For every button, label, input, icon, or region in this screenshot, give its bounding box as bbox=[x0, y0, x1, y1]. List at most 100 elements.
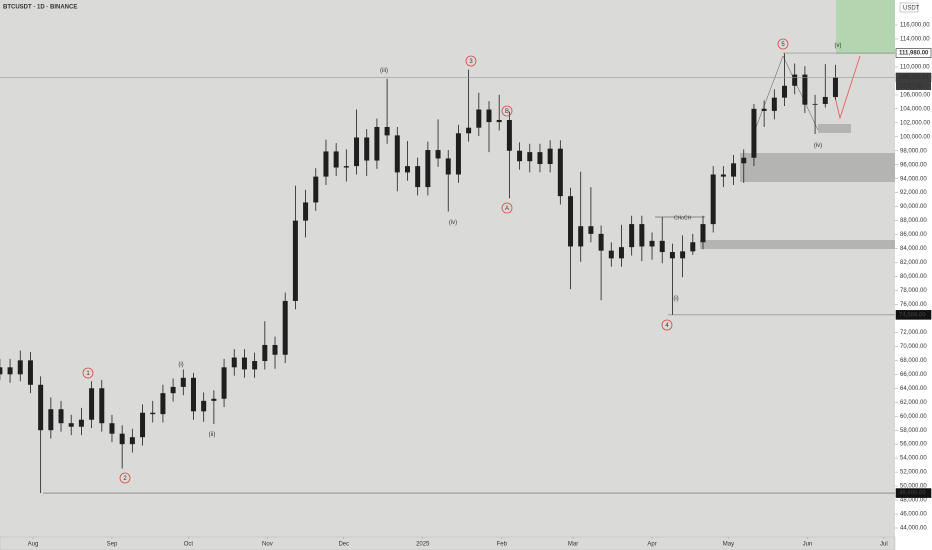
wave-label: (i) bbox=[673, 296, 678, 302]
y-tick-label: 106,000.00 bbox=[900, 92, 931, 98]
chart-title: BTCUSDT · 1D · BINANCE bbox=[3, 5, 77, 11]
candle-body bbox=[7, 367, 13, 375]
wave-label: B bbox=[505, 109, 509, 115]
y-tick-label: 66,000.00 bbox=[900, 372, 927, 378]
candle-body bbox=[425, 150, 431, 188]
price-label: 108,488.01 bbox=[899, 75, 930, 81]
candle-body bbox=[710, 174, 716, 225]
wave-label: (v) bbox=[835, 43, 842, 49]
wave-label: (iv) bbox=[814, 143, 822, 149]
y-tick-label: 48,000.00 bbox=[900, 498, 927, 504]
candle-body bbox=[822, 96, 828, 104]
wave-circle bbox=[119, 472, 131, 484]
y-tick-label: 56,000.00 bbox=[900, 442, 927, 448]
candle-body bbox=[557, 148, 563, 197]
y-tick-label: 102,000.00 bbox=[900, 120, 931, 126]
wave-label: 1 bbox=[86, 371, 90, 377]
wave-circle bbox=[661, 319, 673, 331]
candle-body bbox=[160, 393, 166, 415]
candle-body bbox=[140, 412, 146, 438]
candle-body bbox=[282, 300, 288, 355]
candle-body bbox=[731, 163, 737, 177]
candle-body bbox=[588, 226, 594, 234]
wave-label: 2 bbox=[123, 476, 127, 482]
y-tick-label: 72,000.00 bbox=[900, 330, 927, 336]
candle-body bbox=[27, 360, 33, 385]
candle-body bbox=[272, 344, 278, 355]
y-tick-label: 90,000.00 bbox=[900, 204, 927, 210]
candle-body bbox=[252, 361, 258, 370]
countdown: 22:37:36 bbox=[899, 84, 923, 90]
wave-circle bbox=[82, 367, 94, 379]
candle-body bbox=[303, 202, 309, 221]
wave-label: 4 bbox=[665, 323, 669, 329]
wave-label: (i) bbox=[178, 362, 183, 368]
candle-body bbox=[547, 148, 553, 165]
y-tick-label: 50,000.00 bbox=[900, 484, 927, 490]
wave-label: (ii) bbox=[209, 432, 216, 438]
candle-body bbox=[17, 360, 23, 375]
wave-circle bbox=[501, 105, 513, 117]
candle-body bbox=[659, 240, 665, 253]
candle-body bbox=[466, 127, 472, 134]
y-tick-label: 76,000.00 bbox=[900, 302, 927, 308]
y-tick-label: 88,000.00 bbox=[900, 218, 927, 224]
candle-body bbox=[445, 158, 451, 175]
candle-body bbox=[58, 409, 64, 424]
candle-body bbox=[537, 152, 543, 165]
y-tick-label: 68,000.00 bbox=[900, 358, 927, 364]
y-tick-label: 64,000.00 bbox=[900, 386, 927, 392]
y-tick-label: 94,000.00 bbox=[900, 176, 927, 182]
candle-body bbox=[343, 166, 349, 168]
wave-label: (iv) bbox=[449, 220, 457, 226]
candle-body bbox=[241, 357, 247, 370]
wave-circle bbox=[501, 202, 513, 214]
y-tick-label: 70,000.00 bbox=[900, 344, 927, 350]
candle-body bbox=[669, 252, 675, 259]
candle-body bbox=[629, 224, 635, 248]
candle-body bbox=[832, 77, 838, 97]
choch-label: CHoCH bbox=[674, 215, 692, 221]
candle-body bbox=[0, 367, 3, 375]
candle-body bbox=[741, 157, 747, 164]
candle-body bbox=[435, 150, 441, 159]
price-label-box bbox=[895, 310, 932, 320]
candle-body bbox=[404, 166, 410, 173]
candle-body bbox=[578, 226, 584, 247]
candle-body bbox=[211, 398, 217, 401]
price-label-box bbox=[895, 48, 932, 58]
candle-body bbox=[598, 233, 604, 251]
y-tick-label: 54,000.00 bbox=[900, 456, 927, 462]
candle-body bbox=[221, 367, 227, 399]
candle-body bbox=[231, 357, 237, 368]
candle-body bbox=[119, 433, 125, 445]
candle-body bbox=[38, 384, 44, 431]
candle-body bbox=[476, 109, 482, 128]
candle-body bbox=[812, 103, 818, 105]
candle-body bbox=[354, 137, 360, 167]
candle-body bbox=[364, 137, 370, 161]
y-tick-label: 80,000.00 bbox=[900, 274, 927, 280]
wave-circle bbox=[777, 38, 789, 50]
y-tick-label: 92,000.00 bbox=[900, 190, 927, 196]
candle-body bbox=[649, 240, 655, 247]
candle-body bbox=[415, 166, 421, 188]
candle-body bbox=[517, 150, 523, 162]
candle-body bbox=[262, 344, 268, 362]
candle-body bbox=[313, 176, 319, 203]
currency: USDT bbox=[903, 6, 920, 12]
candle-body bbox=[680, 251, 686, 259]
candle-body bbox=[618, 247, 624, 259]
candle-body bbox=[323, 151, 329, 177]
x-tick-label: Mar bbox=[568, 542, 578, 548]
y-tick-label: 58,000.00 bbox=[900, 428, 927, 434]
candle-body bbox=[109, 423, 115, 434]
candle-body bbox=[384, 126, 390, 136]
candle-body bbox=[201, 400, 207, 412]
candle-body bbox=[720, 174, 726, 177]
target-zone bbox=[836, 0, 895, 54]
y-tick-label: 110,000.00 bbox=[900, 64, 930, 70]
candle-body bbox=[374, 126, 380, 161]
candle-body bbox=[568, 196, 574, 247]
